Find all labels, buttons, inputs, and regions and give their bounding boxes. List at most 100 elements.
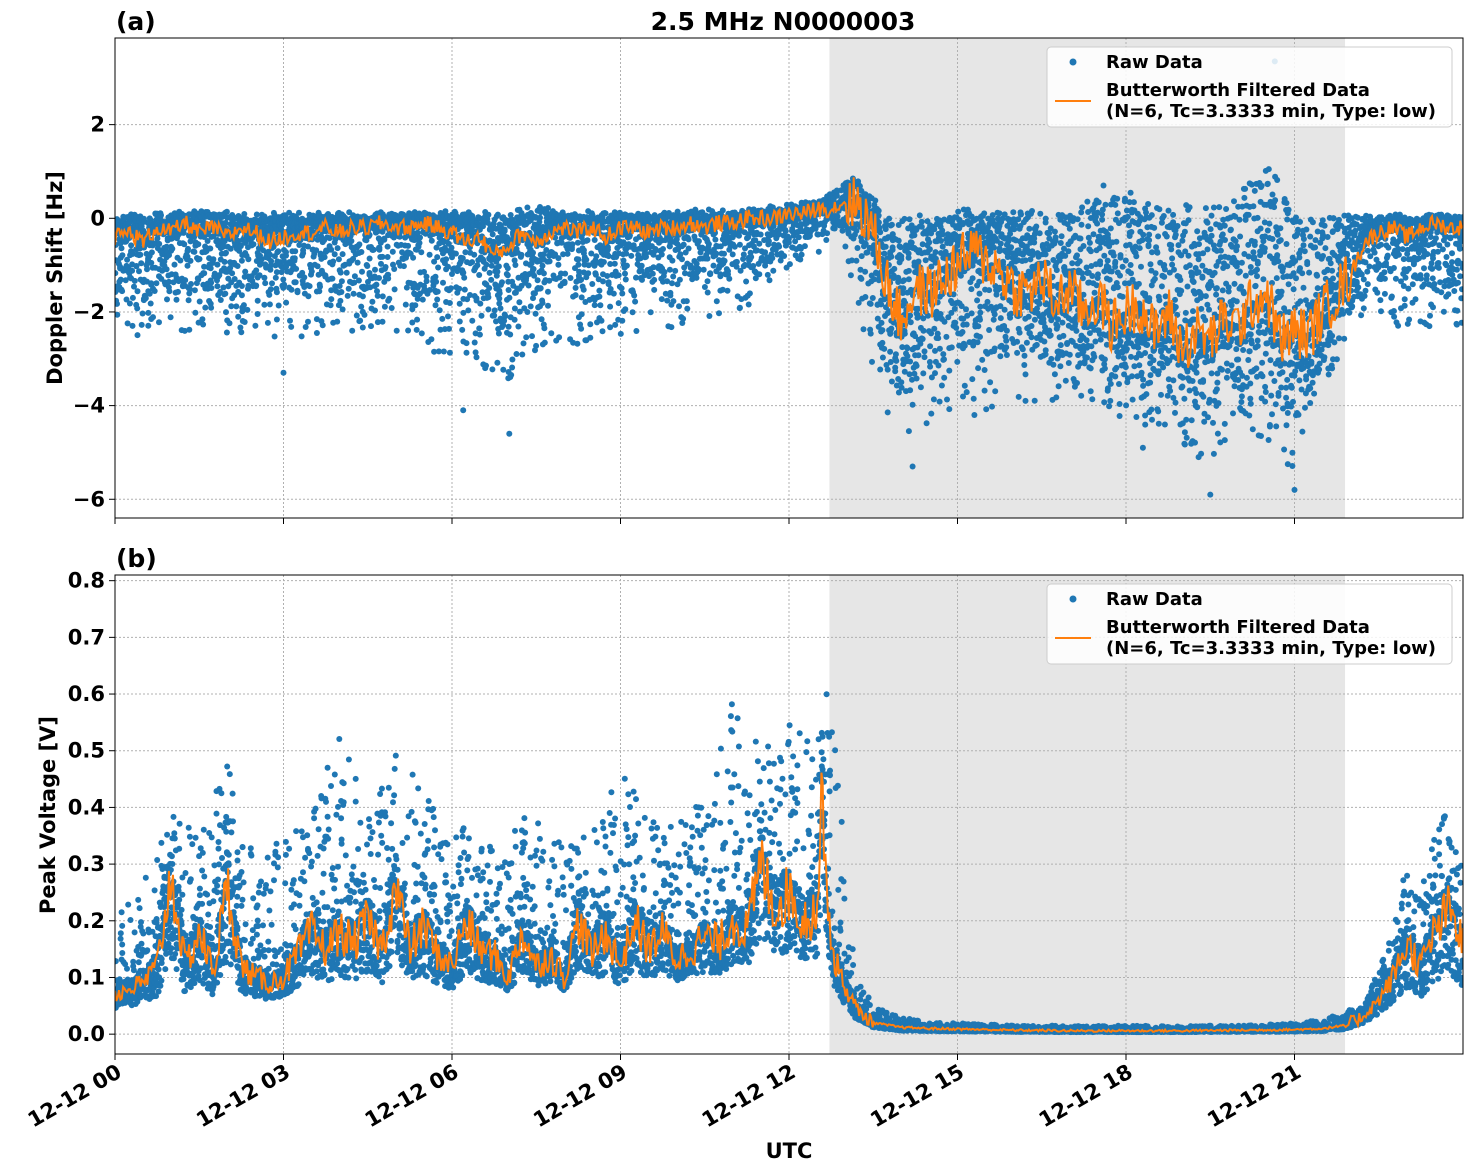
panel-a-raw-point	[319, 322, 326, 329]
panel-a-raw-point	[267, 286, 274, 293]
panel-a-raw-point	[139, 310, 146, 317]
panel-a-raw-point	[669, 280, 675, 287]
panel-a-raw-point	[532, 310, 539, 317]
panel-a-raw-point	[617, 330, 624, 337]
panel-a-raw-point	[412, 302, 419, 309]
panel-a-raw-point	[806, 232, 813, 239]
panel-a-raw-point	[615, 272, 622, 279]
panel-a-raw-point	[815, 248, 822, 255]
panel-a-raw-point	[368, 323, 374, 330]
panel-a-raw-point	[231, 276, 238, 282]
panel-a-raw-point	[414, 316, 421, 323]
panel-a-raw-point	[169, 245, 176, 252]
panel-a-raw-point	[824, 230, 831, 237]
panel-a-raw-point	[419, 296, 426, 303]
panel-a-raw-point	[195, 276, 202, 283]
panel-a-raw-point	[941, 356, 947, 363]
panel-a-raw-point	[446, 349, 453, 356]
panel-a-raw-point	[200, 321, 207, 328]
panel-a-raw-point	[331, 251, 338, 258]
panel-a-raw-point	[877, 229, 884, 236]
panel-a-raw-point	[877, 366, 884, 373]
panel-a-raw-point	[911, 232, 918, 239]
panel-a-raw-point	[519, 351, 526, 358]
panel-a-raw-point	[658, 296, 665, 303]
panel-a-raw-point	[494, 359, 501, 366]
panel-a-raw-point	[672, 267, 679, 274]
panel-a-raw-point	[854, 245, 861, 251]
panel-a-raw-point	[122, 277, 129, 284]
panel-a-raw-point	[889, 244, 896, 251]
panel-a-raw-point	[523, 334, 530, 341]
panel-a-raw-point	[476, 325, 483, 332]
panel-a-raw-point	[445, 313, 451, 320]
panel-a-raw-point	[506, 294, 513, 301]
panel-a-raw-point	[909, 401, 916, 408]
panel-a-raw-point	[335, 256, 342, 263]
panel-a-raw-point	[463, 340, 470, 347]
panel-a-raw-point	[623, 262, 630, 269]
panel-a-raw-point	[721, 257, 728, 264]
panel-a-raw-point	[328, 246, 335, 253]
panel-a-raw-point	[306, 283, 313, 290]
panel-a-raw-point	[495, 255, 502, 262]
panel-a-raw-point	[628, 252, 635, 259]
panel-a-raw-point	[359, 324, 366, 331]
panel-a-raw-point	[405, 242, 412, 249]
panel-a-raw-point	[223, 329, 230, 336]
panel-a-raw-point	[943, 333, 950, 340]
panel-a-raw-point	[629, 309, 636, 316]
panel-a-raw-point	[480, 223, 486, 230]
panel-a-raw-point	[578, 311, 585, 318]
panel-a-raw-point	[600, 224, 607, 231]
panel-a-raw-point	[881, 345, 888, 352]
panel-a-raw-point	[705, 241, 712, 248]
panel-a-raw-point	[585, 270, 592, 277]
panel-a-raw-point	[175, 288, 181, 295]
panel-a-raw-point	[142, 295, 149, 302]
panel-a-raw-point	[123, 296, 130, 303]
panel-a-raw-point	[926, 246, 933, 253]
panel-a-raw-point	[959, 329, 966, 335]
panel-a-raw-point	[875, 219, 882, 226]
panel-a-raw-point	[667, 292, 674, 299]
panel-a-raw-point	[351, 279, 358, 286]
panel-a-raw-point	[359, 293, 366, 300]
panel-a-raw-point	[378, 260, 384, 267]
panel-a-raw-point	[932, 370, 938, 377]
panel-a-raw-point	[238, 257, 245, 264]
panel-a-raw-point	[491, 312, 498, 319]
panel-a-raw-point	[153, 280, 160, 287]
panel-a-raw-point	[721, 250, 727, 257]
panel-a-raw-point	[639, 276, 645, 283]
panel-a-raw-point	[223, 249, 229, 256]
panel-a-raw-point	[217, 297, 224, 303]
panel-a-raw-point	[511, 316, 518, 323]
panel-a-raw-point	[860, 326, 867, 333]
panel-a-raw-point	[350, 290, 357, 297]
panel-a-raw-point	[701, 284, 708, 290]
panel-a-raw-point	[596, 287, 603, 294]
panel-a-raw-point	[530, 249, 536, 256]
panel-a-raw-point	[770, 267, 777, 274]
panel-a-raw-point	[766, 277, 773, 284]
panel-a-raw-point	[712, 236, 719, 243]
panel-a-raw-point	[421, 268, 427, 275]
panel-a-raw-point	[600, 259, 607, 265]
panel-a-raw-point	[447, 285, 454, 292]
panel-a-raw-point	[150, 314, 156, 321]
panel-a-raw-point	[901, 330, 908, 337]
panel-a-raw-point	[693, 274, 700, 281]
panel-a-raw-point	[643, 253, 649, 260]
panel-a-raw-point	[516, 299, 523, 306]
panel-a-raw-point	[216, 272, 223, 279]
panel-a-raw-point	[474, 262, 481, 269]
panel-a-raw-point	[892, 364, 899, 371]
panel-a-raw-point	[433, 278, 440, 285]
panel-a-raw-point	[292, 248, 299, 255]
panel-a-raw-point	[695, 238, 702, 245]
panel-a-raw-point	[963, 321, 970, 328]
panel-a-raw-point	[291, 255, 298, 262]
panel-a-raw-point	[147, 300, 154, 307]
panel-a-raw-point	[578, 294, 585, 301]
